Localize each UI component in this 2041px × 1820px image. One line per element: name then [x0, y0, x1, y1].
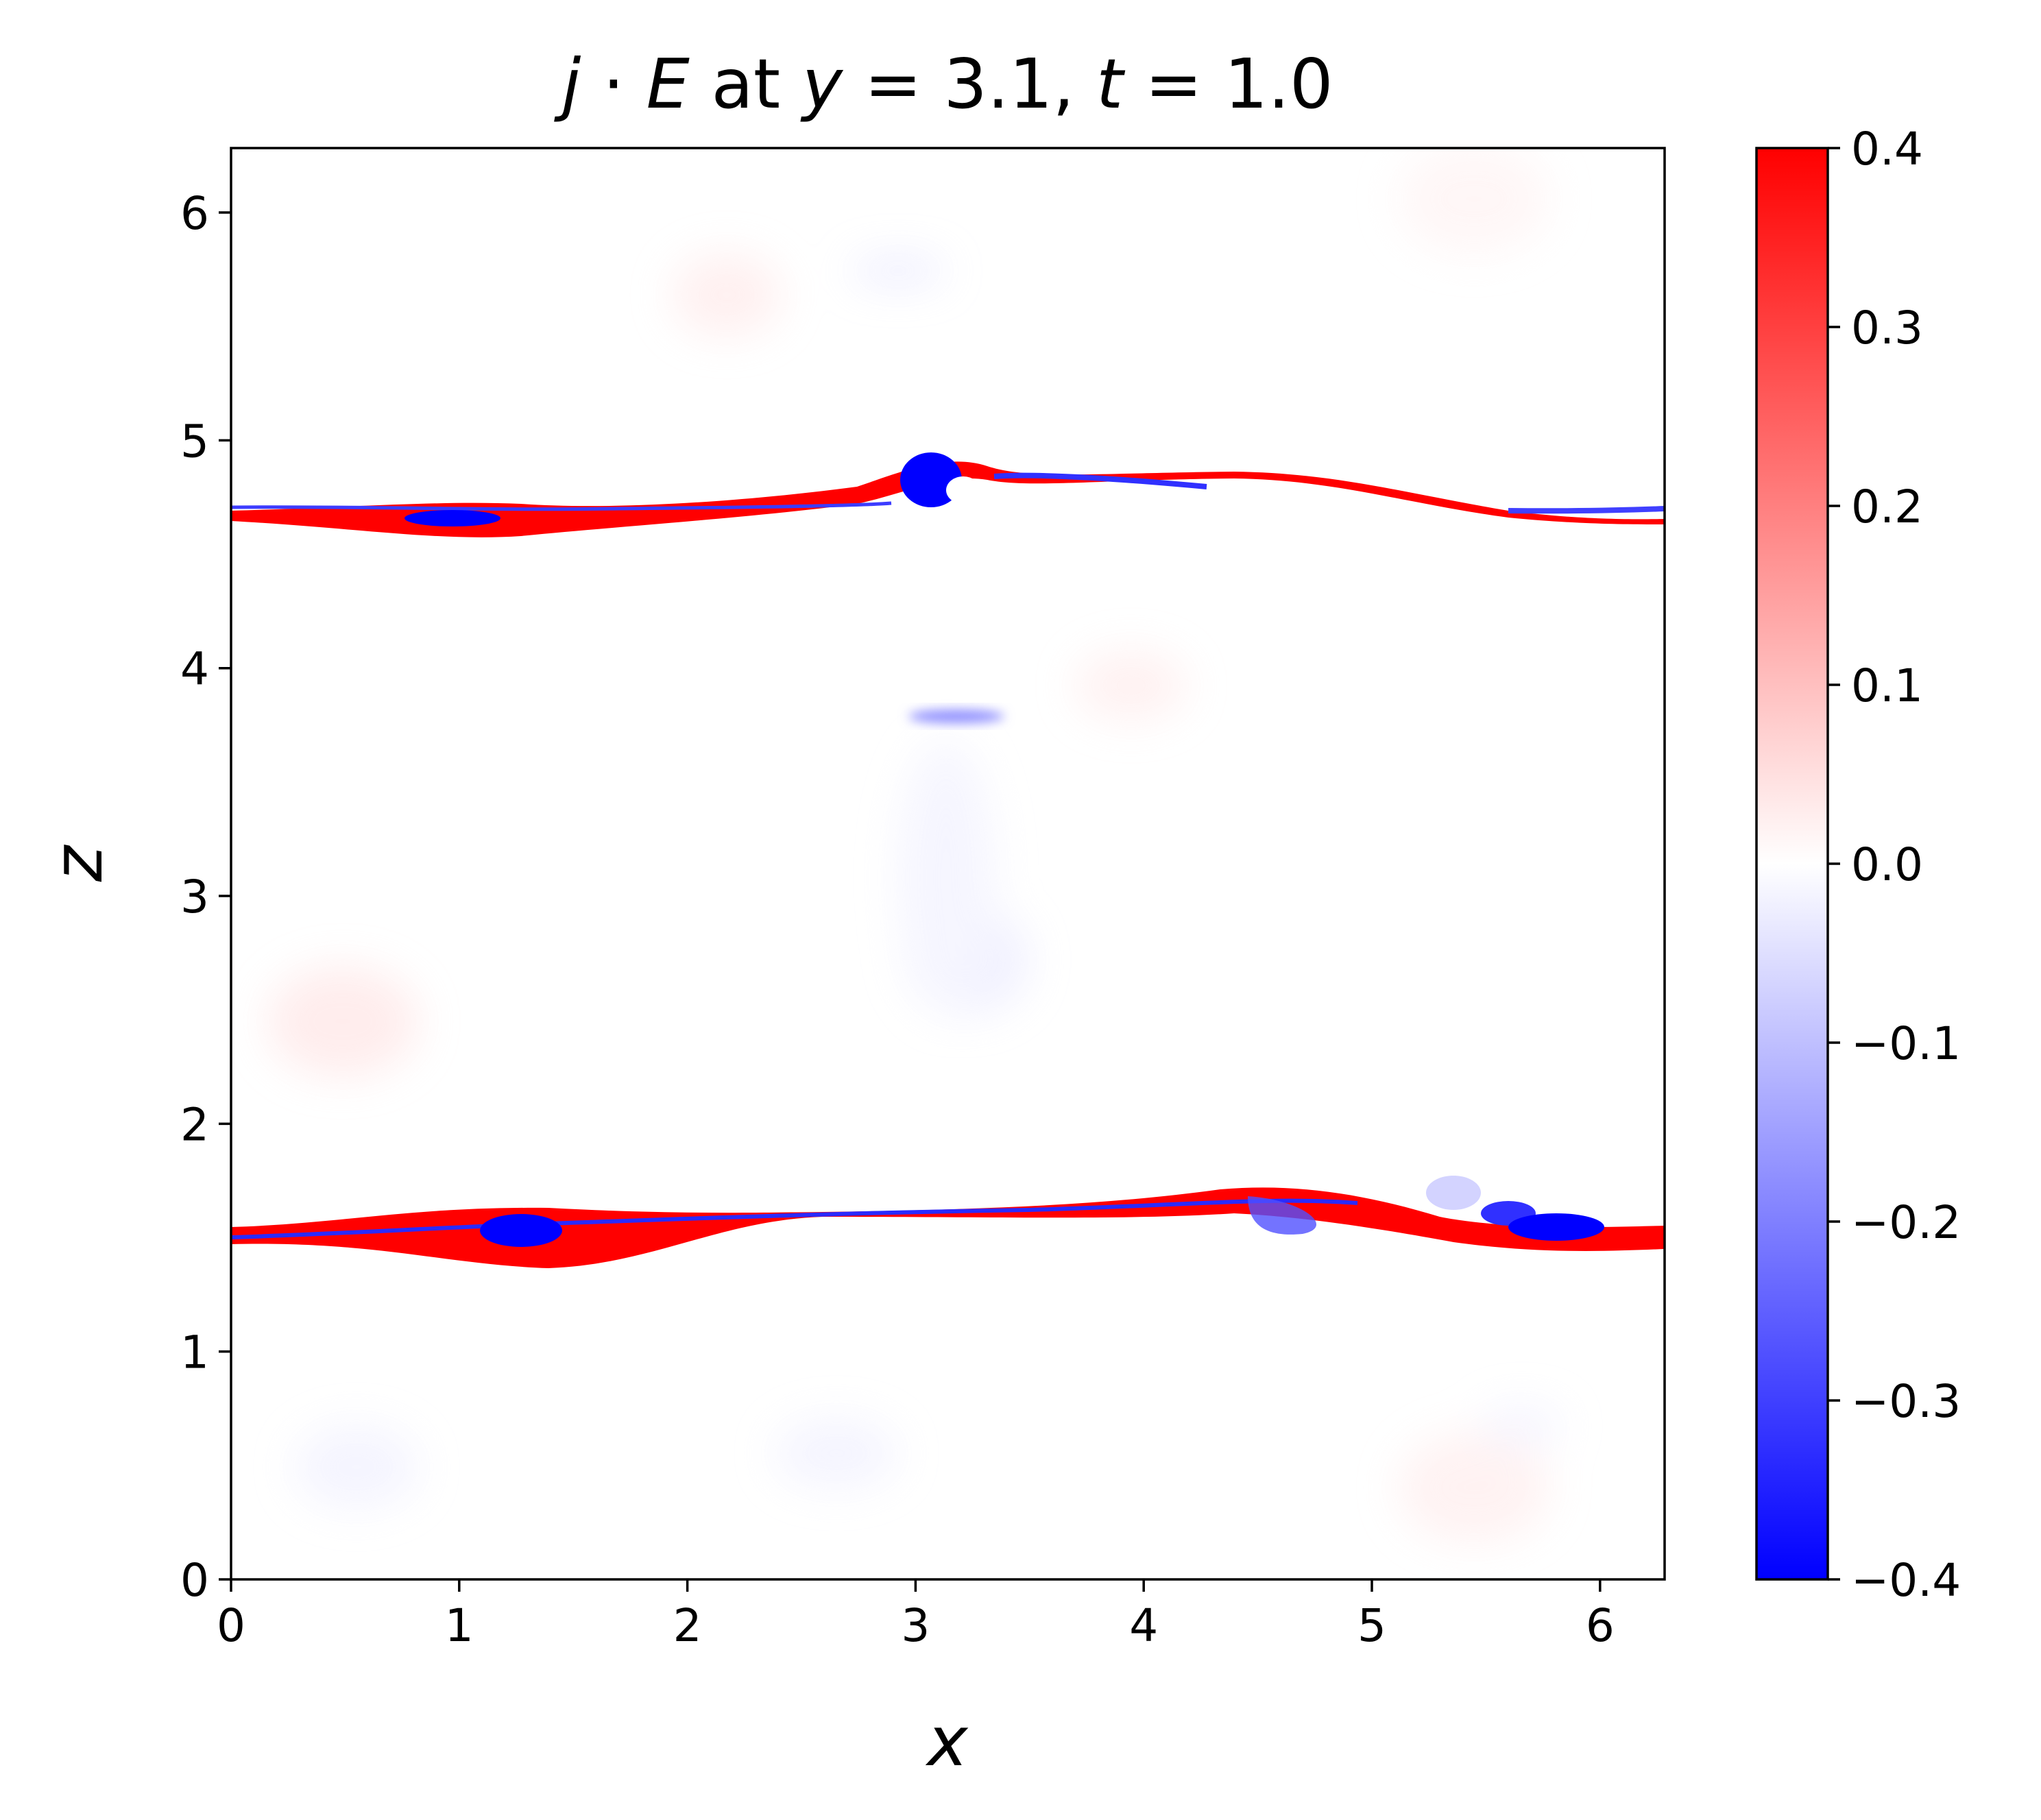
- heatmap-plot-area: [230, 147, 1666, 1581]
- y-tick-label: 2: [180, 1098, 209, 1151]
- colorbar-tick-label: 0.3: [1851, 302, 1923, 354]
- colorbar: −0.4 −0.3 −0.2 −0.1 0.0 0.1 0.2 0.3 0.4: [1755, 123, 1961, 1607]
- y-axis: 0 1 2 3 4 5 6: [180, 187, 231, 1607]
- colorbar-tick-label: 0.1: [1851, 659, 1923, 712]
- title-part: j: [553, 44, 581, 124]
- x-tick-label: 1: [445, 1599, 474, 1652]
- title-part: E: [647, 44, 690, 124]
- lower-current-sheet: [231, 1176, 1665, 1268]
- y-axis-label: z: [38, 844, 118, 882]
- y-tick-label: 0: [180, 1554, 209, 1607]
- x-tick-label: 4: [1129, 1599, 1158, 1652]
- background-fluctuations: [267, 148, 1563, 1542]
- x-tick-label: 2: [673, 1599, 702, 1652]
- y-tick-label: 4: [180, 643, 209, 696]
- title-part: t: [1096, 44, 1126, 124]
- upper-current-sheet: [231, 452, 1665, 537]
- y-tick-label: 6: [180, 187, 209, 240]
- title-part: = 3.1,: [843, 44, 1096, 124]
- title-part: ·: [581, 44, 646, 124]
- colorbar-tick-label: −0.2: [1851, 1196, 1961, 1249]
- title-part: = 1.0: [1123, 44, 1333, 124]
- colorbar-tick-label: −0.1: [1851, 1017, 1961, 1070]
- colorbar-tick-label: 0.0: [1851, 838, 1923, 891]
- y-tick-label: 1: [180, 1326, 209, 1379]
- chart-title: j · E at y = 3.1, t = 1.0: [553, 44, 1333, 124]
- y-tick-label: 5: [180, 415, 209, 468]
- colorbar-tick-label: 0.4: [1851, 123, 1923, 175]
- x-axis: 0 1 2 3 4 5 6: [217, 1579, 1615, 1652]
- y-tick-label: 3: [180, 871, 209, 923]
- x-tick-label: 0: [217, 1599, 245, 1652]
- x-axis-label: x: [925, 1701, 969, 1782]
- title-part: y: [800, 44, 844, 124]
- x-tick-label: 5: [1357, 1599, 1386, 1652]
- heatmap-field: [231, 148, 1665, 1542]
- colorbar-tick-label: −0.3: [1851, 1375, 1961, 1428]
- colorbar-ticks: −0.4 −0.3 −0.2 −0.1 0.0 0.1 0.2 0.3 0.4: [1828, 123, 1961, 1607]
- title-part: at: [690, 44, 802, 124]
- plot-frame: [230, 147, 1666, 1581]
- colorbar-tick-label: 0.2: [1851, 481, 1923, 533]
- x-tick-label: 3: [901, 1599, 930, 1652]
- negative-patch: [908, 709, 1004, 723]
- colorbar-tick-label: −0.4: [1851, 1554, 1961, 1607]
- colorbar-gradient: [1756, 148, 1828, 1579]
- x-tick-label: 6: [1586, 1599, 1615, 1652]
